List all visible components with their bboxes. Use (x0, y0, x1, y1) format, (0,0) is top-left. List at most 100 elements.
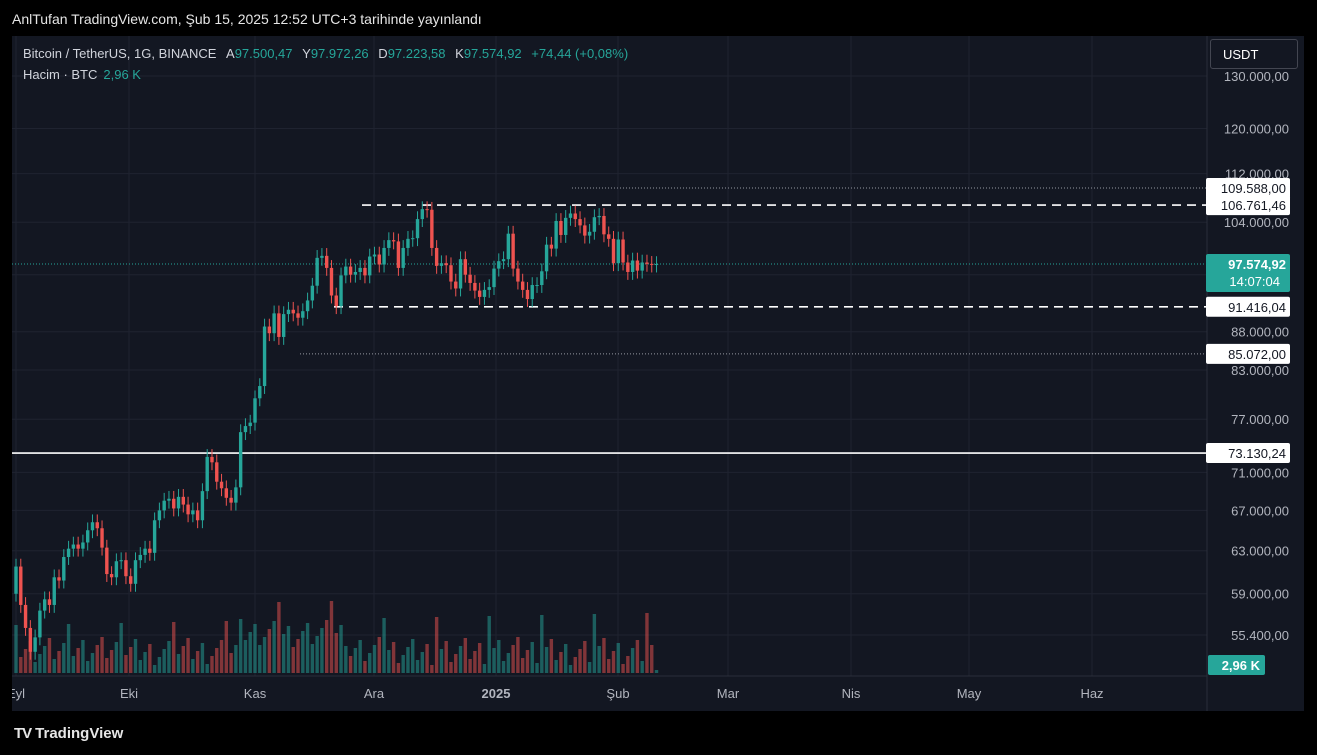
candle-body (105, 547, 109, 575)
volume-bar (109, 650, 114, 673)
candle-body (334, 295, 338, 307)
badge-91416: 91.416,04 (1206, 296, 1290, 317)
badge-91416-bg (1206, 296, 1290, 317)
candle-body (23, 604, 28, 628)
open-value: 97.500,47 (234, 46, 293, 61)
candle-body (387, 240, 391, 248)
volume-bar (487, 616, 491, 673)
volume-bar (468, 659, 472, 673)
candle-body (630, 260, 635, 272)
close-label: K (455, 46, 464, 61)
volume-bar (243, 640, 248, 673)
badge-73130-bg (1206, 443, 1290, 464)
candle-body (234, 487, 238, 503)
badge-106761-bg (1206, 195, 1290, 216)
volume-bar (191, 659, 195, 673)
candle-body (181, 496, 185, 505)
candle-body (205, 456, 209, 492)
volume-bar (19, 657, 23, 673)
volume-bar (119, 623, 123, 673)
currency-button[interactable]: USDT (1210, 39, 1298, 69)
tradingview-logo[interactable]: TV TradingView (14, 725, 123, 742)
candle-body (587, 231, 592, 236)
candle-body (286, 309, 291, 315)
price-tick-label: 104.000,00 (1224, 215, 1289, 230)
candle-body (195, 510, 200, 521)
candle-body (38, 610, 42, 638)
volume-bar (520, 658, 525, 673)
price-tick-label: 59.000,00 (1231, 587, 1289, 602)
volume-bar (281, 634, 286, 673)
volume-bar (253, 624, 257, 673)
candle-body (564, 217, 568, 235)
symbol-title[interactable]: Bitcoin / TetherUS, 1G, BINANCE (23, 46, 217, 61)
price-badges: 109.588,00 106.761,46 91.416,04 85.072,00 73… (1206, 177, 1290, 675)
candle-body (411, 238, 415, 240)
volume-bar (195, 651, 200, 673)
candle-body (100, 528, 104, 548)
candle-body (95, 522, 99, 529)
candle-body (420, 209, 424, 220)
candle-body (57, 577, 61, 581)
volume-bar (616, 643, 620, 673)
candle-body (248, 422, 252, 427)
candle-body (511, 233, 515, 269)
candle-body (635, 260, 640, 271)
chart-canvas[interactable]: 130.000,00 120.000,00 112.000,00 104.000,00… (12, 36, 1304, 711)
volume-bar (86, 661, 90, 673)
volume-bar (592, 614, 597, 673)
volume-bar (401, 655, 405, 673)
candle-body (401, 247, 405, 268)
volume-bar (540, 615, 544, 673)
volume-bar (148, 644, 152, 673)
candle-body (238, 432, 243, 488)
time-tick-label: Eki (120, 686, 138, 701)
volume-bar (549, 639, 554, 673)
candle-body (129, 576, 133, 584)
candle-body (33, 637, 37, 652)
time-tick-label: Kas (244, 686, 267, 701)
candle-body (497, 261, 501, 269)
volume-bar (473, 651, 477, 673)
volume-bar (583, 641, 587, 673)
volume-bar (315, 636, 319, 673)
candle-body (372, 254, 377, 257)
candle-body (133, 560, 138, 584)
volume-bar (277, 602, 281, 673)
candle-body (258, 386, 262, 399)
volume-bar (368, 653, 372, 673)
volume-bar (621, 664, 625, 673)
candle-body (296, 313, 300, 318)
candle-body (492, 268, 496, 288)
volume-bar (353, 648, 358, 673)
volume-bar (391, 642, 396, 673)
volume-bar (411, 639, 415, 673)
volume-bar (291, 647, 295, 673)
price-tick-label: 120.000,00 (1224, 121, 1289, 136)
candle-body (81, 542, 85, 549)
price-tick-label: 77.000,00 (1231, 412, 1289, 427)
volume-bar (630, 648, 635, 673)
candle-body (377, 254, 381, 265)
candle-body (382, 247, 386, 265)
volume-bar (57, 651, 61, 673)
candle-body (654, 264, 659, 266)
volume-bar (210, 656, 214, 673)
volume-label[interactable]: Hacim · BTC (23, 67, 98, 82)
candle-body (210, 456, 214, 463)
candle-body (339, 275, 343, 307)
volume-bar (344, 646, 348, 673)
volume-bar (114, 642, 119, 673)
candle-body (277, 313, 281, 337)
badge-85072-bg (1206, 343, 1290, 364)
time-tick-label: 2025 (482, 686, 511, 701)
chart-area[interactable]: 130.000,00 120.000,00 112.000,00 104.000,00… (12, 36, 1304, 711)
candle-body (454, 281, 458, 289)
price-tick-label: 112.000,00 (1225, 167, 1289, 182)
volume-bar (430, 665, 434, 673)
candle-body (607, 234, 611, 239)
candle-body (559, 220, 563, 235)
volume-bar (286, 626, 291, 673)
volume-bar (602, 638, 606, 673)
candle-body (621, 239, 625, 263)
